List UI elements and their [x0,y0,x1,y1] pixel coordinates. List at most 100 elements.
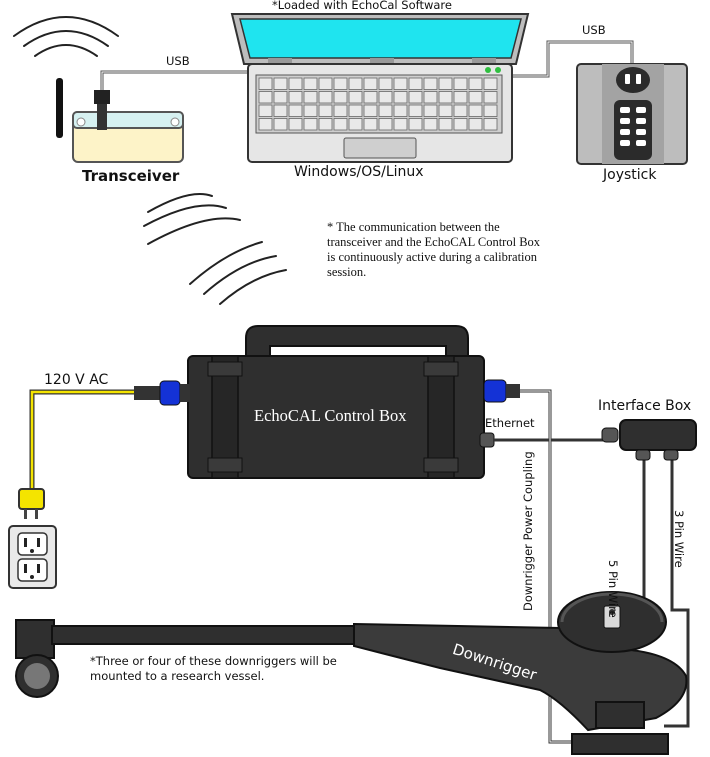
keyboard-key [483,104,498,117]
control-box-label: EchoCAL Control Box [254,406,407,425]
keyboard-key [333,91,348,104]
keyboard-key [273,91,288,104]
wireless-signal-icon [13,16,119,57]
touchpad [343,137,417,159]
keyboard [258,77,498,131]
keyboard-key [408,104,423,117]
keyboard-key [468,118,483,131]
laptop-screen [239,18,522,59]
keyboard-key [423,77,438,90]
usb-cable-left [100,70,250,90]
wall-outlet-icon [8,525,57,589]
keyboard-key [438,91,453,104]
vessel-note-line: *Three or four of these downriggers will… [90,654,337,668]
keyboard-key [378,91,393,104]
ac-power-cable [29,389,150,490]
keyboard-key [333,118,348,131]
keyboard-key [483,118,498,131]
keyboard-key [378,118,393,131]
keyboard-key [363,104,378,117]
vessel-note-line: mounted to a research vessel. [90,669,265,683]
interface-box-label: Interface Box [598,398,692,414]
keyboard-key [423,91,438,104]
communication-note-line: is continuously active during a calibrat… [327,250,538,264]
transceiver-label: Transceiver [82,167,180,185]
keyboard-key [468,104,483,117]
keyboard-key [258,91,273,104]
communication-note-line: * The communication between the [327,220,500,234]
joystick-label: Joystick [603,167,657,183]
keyboard-key [483,91,498,104]
keyboard-key [453,104,468,117]
keyboard-key [318,118,333,131]
keyboard-key [303,104,318,117]
keyboard-key [438,77,453,90]
keyboard-key [453,118,468,131]
keyboard-key [408,77,423,90]
keyboard-key [273,77,288,90]
keyboard-key [348,91,363,104]
five-pin-label: 5 Pin Wire [606,560,620,618]
usb-label-left: USB [166,54,190,68]
keyboard-key [273,104,288,117]
keyboard-key [348,118,363,131]
keyboard-key [393,118,408,131]
keyboard-key [378,77,393,90]
echocal-control-box [134,325,520,479]
keyboard-key [258,77,273,90]
keyboard-key [438,118,453,131]
usb-label-right: USB [582,23,606,37]
keyboard-key [348,104,363,117]
keyboard-key [288,118,303,131]
keyboard-key [423,104,438,117]
keyboard-key [303,91,318,104]
keyboard-key [318,77,333,90]
keyboard-key [273,118,288,131]
computer-label: Windows/OS/Linux [294,164,424,180]
software-note: *Loaded with EchoCal Software [272,0,452,12]
communication-note-line: session. [327,265,367,279]
keyboard-key [468,91,483,104]
keyboard-key [303,77,318,90]
keyboard-key [288,77,303,90]
keyboard-key [303,118,318,131]
keyboard-key [393,104,408,117]
keyboard-key [453,91,468,104]
keyboard-key [468,77,483,90]
keyboard-key [288,91,303,104]
communication-note-line: transceiver and the EchoCAL Control Box [327,235,541,249]
vessel-note: *Three or four of these downriggers will… [90,654,337,684]
transceiver-device [56,78,184,163]
keyboard-key [393,77,408,90]
communication-note: * The communication between the transcei… [327,220,540,280]
keyboard-key [333,104,348,117]
keyboard-key [378,104,393,117]
three-pin-cable [664,458,690,728]
power-label: 120 V AC [44,372,109,388]
keyboard-key [288,104,303,117]
keyboard-key [438,104,453,117]
keyboard-key [318,91,333,104]
keyboard-key [408,91,423,104]
keyboard-key [348,77,363,90]
downrigger-device [15,591,688,755]
keyboard-key [423,118,438,131]
power-plug [18,488,45,519]
keyboard-key [453,77,468,90]
three-pin-label: 3 Pin Wire [672,510,686,568]
joystick-device [576,63,688,165]
keyboard-key [483,77,498,90]
keyboard-key [363,91,378,104]
keyboard-key [363,77,378,90]
keyboard-key [258,104,273,117]
ethernet-label: Ethernet [485,416,535,430]
keyboard-key [258,118,273,131]
keyboard-key [363,118,378,131]
laptop-computer [230,13,530,163]
keyboard-key [333,77,348,90]
usb-cable-left-inner [101,71,250,90]
keyboard-key [318,104,333,117]
keyboard-key [408,118,423,131]
interface-box [601,419,697,461]
